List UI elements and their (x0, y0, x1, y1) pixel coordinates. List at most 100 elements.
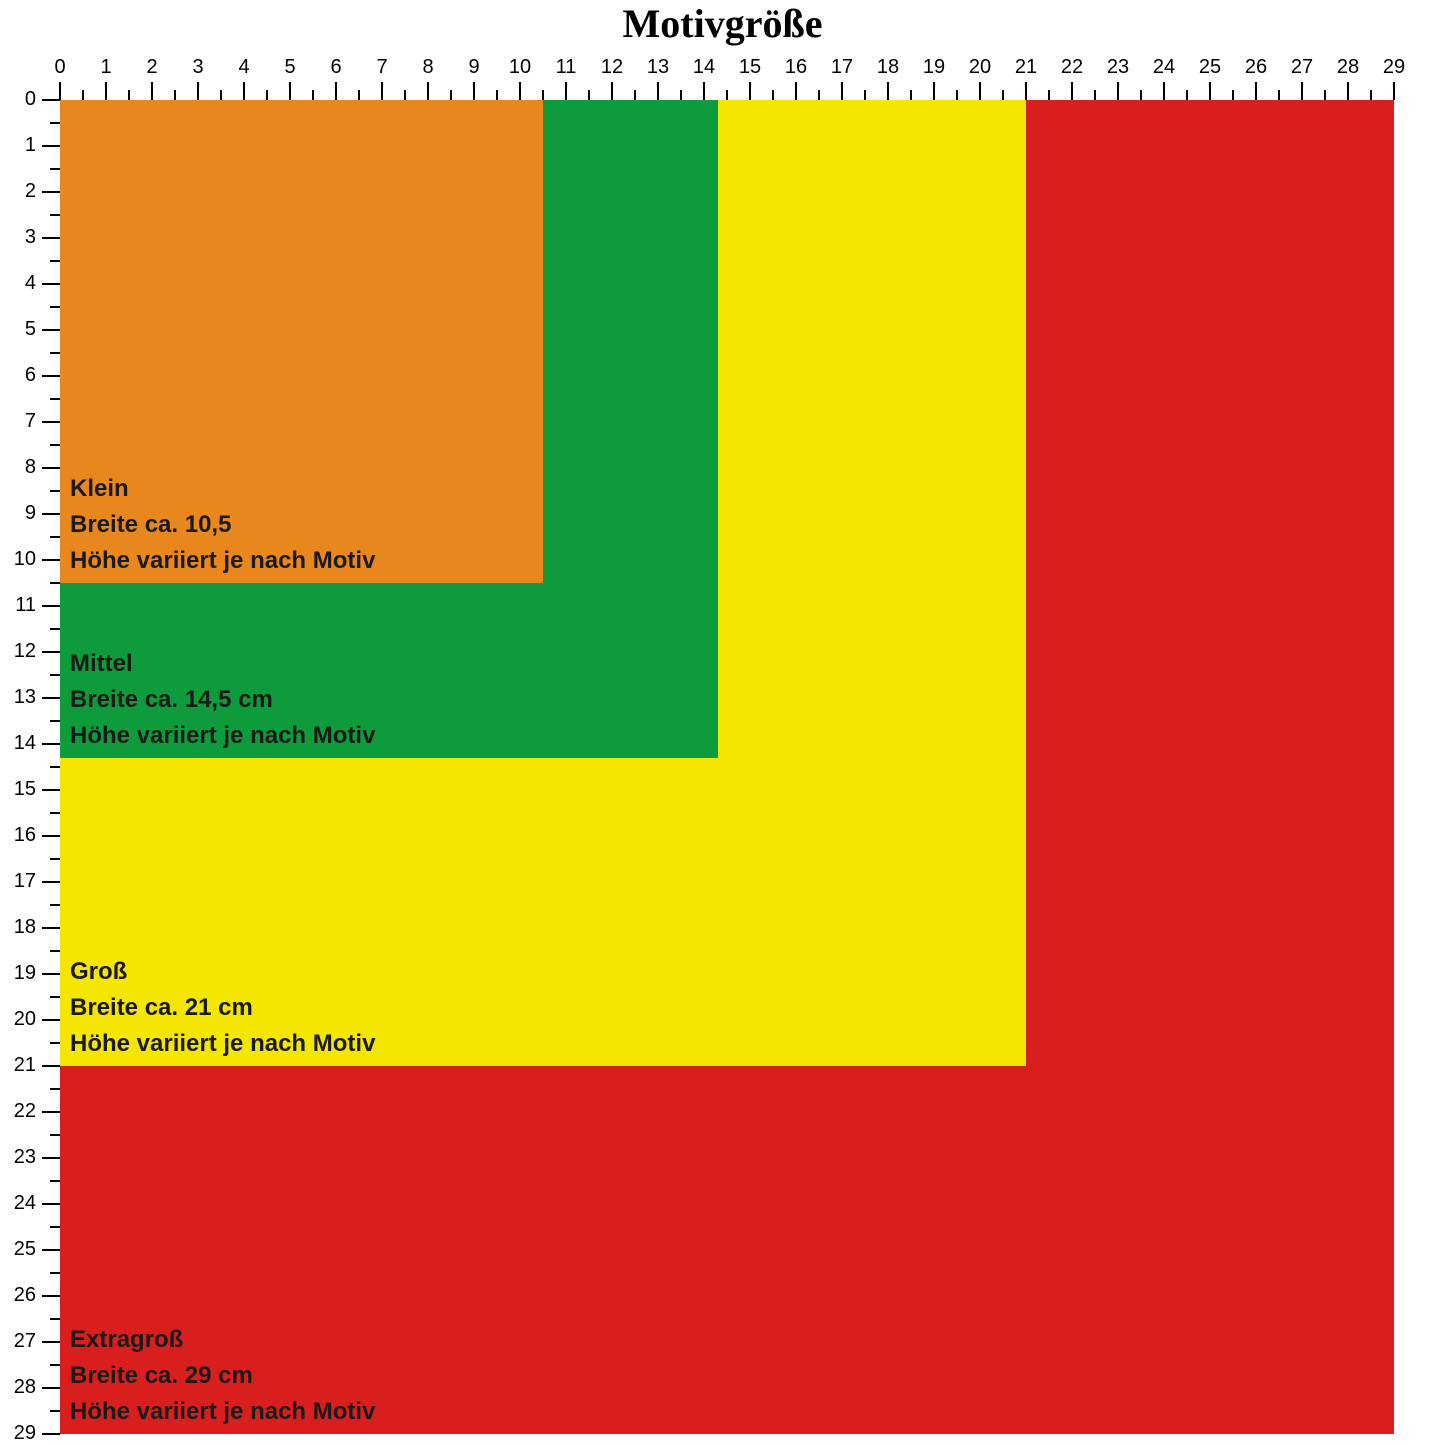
ruler-top-tick-major (289, 82, 291, 100)
ruler-left-tick-minor (50, 168, 60, 170)
size-width-line: Breite ca. 21 cm (70, 990, 375, 1026)
ruler-left-tick-minor (50, 1364, 60, 1366)
size-diagram: Motivgröße 01234567891011121314151617181… (0, 0, 1445, 1445)
ruler-top-label: 24 (1144, 56, 1184, 79)
ruler-top-tick-minor (174, 90, 176, 100)
ruler-top-tick-minor (1048, 90, 1050, 100)
ruler-top-tick-major (243, 82, 245, 100)
ruler-left-tick-minor (50, 1088, 60, 1090)
size-label-klein: KleinBreite ca. 10,5Höhe variiert je nac… (70, 471, 375, 579)
ruler-left-tick-major (42, 1249, 60, 1251)
ruler-top-label: 29 (1374, 56, 1414, 79)
ruler-left-tick-major (42, 1387, 60, 1389)
ruler-left-tick-major (42, 651, 60, 653)
ruler-left-tick-major (42, 1157, 60, 1159)
ruler-top-tick-major (197, 82, 199, 100)
size-name: Klein (70, 471, 375, 507)
ruler-left-tick-minor (50, 260, 60, 262)
ruler-left-tick-major (42, 1341, 60, 1343)
ruler-left-tick-major (42, 605, 60, 607)
ruler-left-tick-major (42, 421, 60, 423)
ruler-left-label: 4 (0, 272, 36, 295)
ruler-top-tick-minor (542, 90, 544, 100)
ruler-left-tick-minor (50, 444, 60, 446)
ruler-left-label: 9 (0, 502, 36, 525)
ruler-left-label: 23 (0, 1146, 36, 1169)
ruler-left-tick-minor (50, 352, 60, 354)
ruler-left-tick-major (42, 1111, 60, 1113)
ruler-top-tick-minor (220, 90, 222, 100)
ruler-top-label: 20 (960, 56, 1000, 79)
ruler-left-tick-major (42, 1433, 60, 1435)
ruler-left-tick-major (42, 1019, 60, 1021)
ruler-top-tick-major (519, 82, 521, 100)
ruler-top-tick-minor (772, 90, 774, 100)
ruler-top-tick-major (795, 82, 797, 100)
ruler-top-tick-minor (450, 90, 452, 100)
ruler-top-label: 0 (40, 56, 80, 79)
ruler-top-label: 22 (1052, 56, 1092, 79)
ruler-top-label: 25 (1190, 56, 1230, 79)
ruler-left-label: 1 (0, 134, 36, 157)
ruler-top-label: 2 (132, 56, 172, 79)
ruler-top-tick-major (611, 82, 613, 100)
size-height-line: Höhe variiert je nach Motiv (70, 1394, 375, 1430)
ruler-left-label: 18 (0, 916, 36, 939)
ruler-top-tick-major (979, 82, 981, 100)
ruler-left-label: 5 (0, 318, 36, 341)
ruler-top-tick-major (1163, 82, 1165, 100)
ruler-top-tick-minor (818, 90, 820, 100)
ruler-left-tick-major (42, 881, 60, 883)
ruler-top-label: 4 (224, 56, 264, 79)
ruler-top-tick-minor (1094, 90, 1096, 100)
ruler-top-tick-major (1025, 82, 1027, 100)
ruler-top-tick-major (1071, 82, 1073, 100)
ruler-left-tick-major (42, 927, 60, 929)
ruler-left-tick-minor (50, 1272, 60, 1274)
ruler-left-label: 26 (0, 1284, 36, 1307)
ruler-left-tick-major (42, 1065, 60, 1067)
size-name: Groß (70, 954, 375, 990)
ruler-top-tick-minor (864, 90, 866, 100)
ruler-top-tick-major (335, 82, 337, 100)
ruler-top-tick-minor (680, 90, 682, 100)
ruler-top-label: 3 (178, 56, 218, 79)
ruler-top-tick-major (1209, 82, 1211, 100)
ruler-left-label: 2 (0, 180, 36, 203)
size-label-gross: GroßBreite ca. 21 cmHöhe variiert je nac… (70, 954, 375, 1062)
ruler-top-tick-minor (358, 90, 360, 100)
ruler-left-tick-minor (50, 122, 60, 124)
ruler-top-label: 10 (500, 56, 540, 79)
ruler-top-label: 23 (1098, 56, 1138, 79)
ruler-top-tick-major (59, 82, 61, 100)
ruler-top-tick-minor (1186, 90, 1188, 100)
ruler-left-tick-minor (50, 214, 60, 216)
size-height-line: Höhe variiert je nach Motiv (70, 718, 375, 754)
ruler-left-label: 29 (0, 1422, 36, 1445)
ruler-left-tick-major (42, 99, 60, 101)
ruler-top-tick-minor (1002, 90, 1004, 100)
ruler-top-tick-major (703, 82, 705, 100)
ruler-top-label: 27 (1282, 56, 1322, 79)
ruler-left-label: 17 (0, 870, 36, 893)
ruler-left-tick-minor (50, 1226, 60, 1228)
ruler-top-tick-minor (496, 90, 498, 100)
ruler-top-label: 6 (316, 56, 356, 79)
size-width-line: Breite ca. 14,5 cm (70, 682, 375, 718)
ruler-left-tick-minor (50, 904, 60, 906)
ruler-left-label: 13 (0, 686, 36, 709)
ruler-left-tick-minor (50, 306, 60, 308)
ruler-left-tick-minor (50, 1042, 60, 1044)
ruler-left-label: 0 (0, 88, 36, 111)
size-name: Extragroß (70, 1322, 375, 1358)
ruler-top-tick-major (1301, 82, 1303, 100)
size-label-extragross: ExtragroßBreite ca. 29 cmHöhe variiert j… (70, 1322, 375, 1430)
ruler-left-tick-minor (50, 996, 60, 998)
ruler-left-tick-minor (50, 490, 60, 492)
ruler-left-tick-minor (50, 1180, 60, 1182)
ruler-left-tick-major (42, 835, 60, 837)
size-height-line: Höhe variiert je nach Motiv (70, 543, 375, 579)
ruler-left-label: 3 (0, 226, 36, 249)
ruler-left-label: 7 (0, 410, 36, 433)
ruler-top-label: 13 (638, 56, 678, 79)
